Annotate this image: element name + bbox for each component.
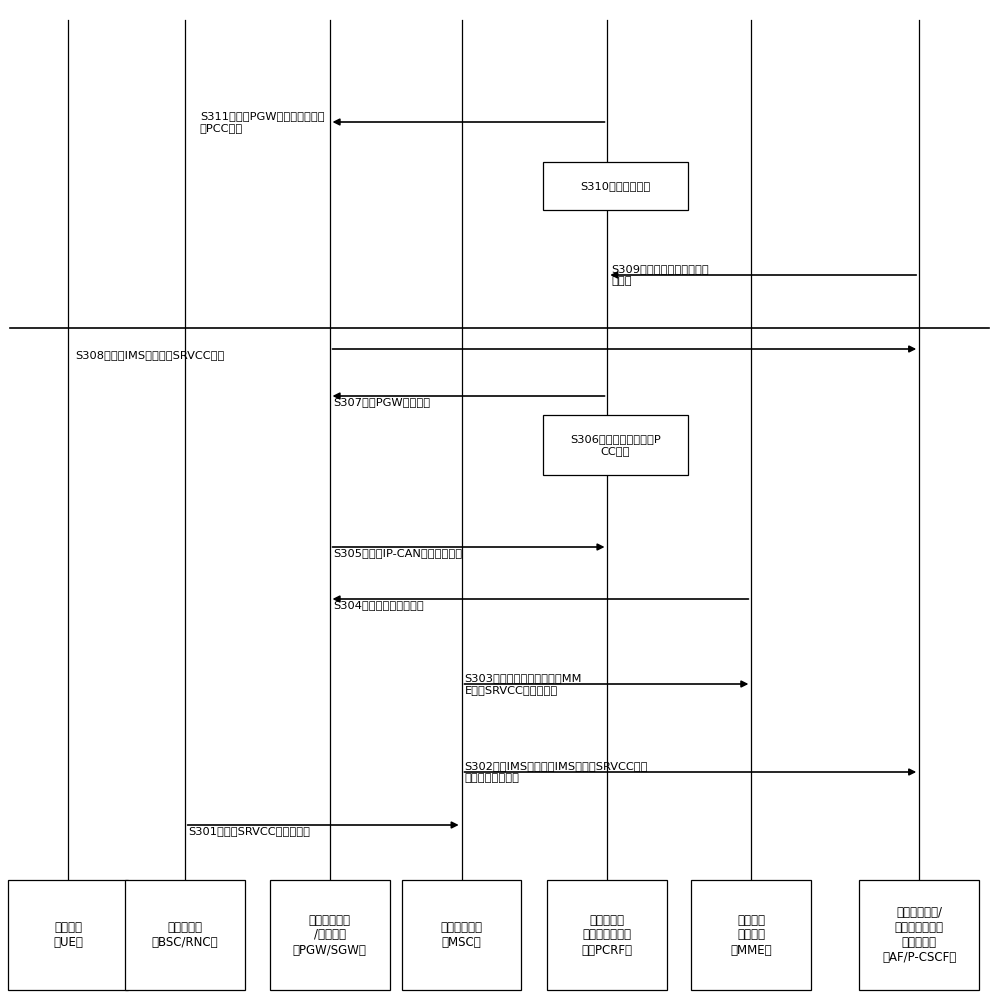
Text: S311，指示PGW移除缺省承载上
的PCC规则: S311，指示PGW移除缺省承载上 的PCC规则 (200, 111, 325, 133)
Text: S309，发起业务建立或者修
改流程: S309，发起业务建立或者修 改流程 (611, 264, 709, 286)
Text: 目标移动
管理实体
（MME）: 目标移动 管理实体 （MME） (730, 914, 772, 956)
Text: S307，向PGW返回响应: S307，向PGW返回响应 (334, 397, 431, 407)
Text: S301，发起SRVCC的切换请求: S301，发起SRVCC的切换请求 (188, 826, 310, 836)
Text: 基站控制器
（BSC/RNC）: 基站控制器 （BSC/RNC） (152, 921, 218, 949)
Bar (402, 880, 521, 990)
Bar (543, 415, 687, 475)
Bar (8, 880, 128, 990)
Bar (270, 880, 390, 990)
Text: S308，指示IMS网络完成SRVCC切换: S308，指示IMS网络完成SRVCC切换 (75, 350, 225, 360)
Bar (547, 880, 667, 990)
Text: 应用功能实体/
代理语音会话控
制功能实体
（AF/P-CSCF）: 应用功能实体/ 代理语音会话控 制功能实体 （AF/P-CSCF） (882, 906, 956, 964)
Text: 策略控制和
计费规则功能实
体（PCRF）: 策略控制和 计费规则功能实 体（PCRF） (581, 914, 633, 956)
Text: 分组数据网关
/服务网关
（PGW/SGW）: 分组数据网关 /服务网关 （PGW/SGW） (293, 914, 367, 956)
Text: 用户设备
（UE）: 用户设备 （UE） (53, 921, 83, 949)
Bar (543, 162, 687, 210)
Text: S306，为缺省承载制定P
CC规则: S306，为缺省承载制定P CC规则 (570, 434, 660, 456)
Text: S310，匹配端口号: S310，匹配端口号 (580, 181, 650, 191)
Text: S302，从IMS网络获取IMS网络为SRVCC切换
预留的端口号信息: S302，从IMS网络获取IMS网络为SRVCC切换 预留的端口号信息 (465, 761, 648, 783)
Bar (859, 880, 979, 990)
Text: S305，发起IP-CAN会话修改流程: S305，发起IP-CAN会话修改流程 (334, 548, 463, 558)
Bar (691, 880, 811, 990)
Text: S304，发起承载修改流程: S304，发起承载修改流程 (334, 600, 425, 610)
Bar (125, 880, 245, 990)
Text: S303，向目标移动管理实体MM
E通知SRVCC的切换事件: S303，向目标移动管理实体MM E通知SRVCC的切换事件 (465, 673, 582, 695)
Text: 移动交换中心
（MSC）: 移动交换中心 （MSC） (441, 921, 483, 949)
